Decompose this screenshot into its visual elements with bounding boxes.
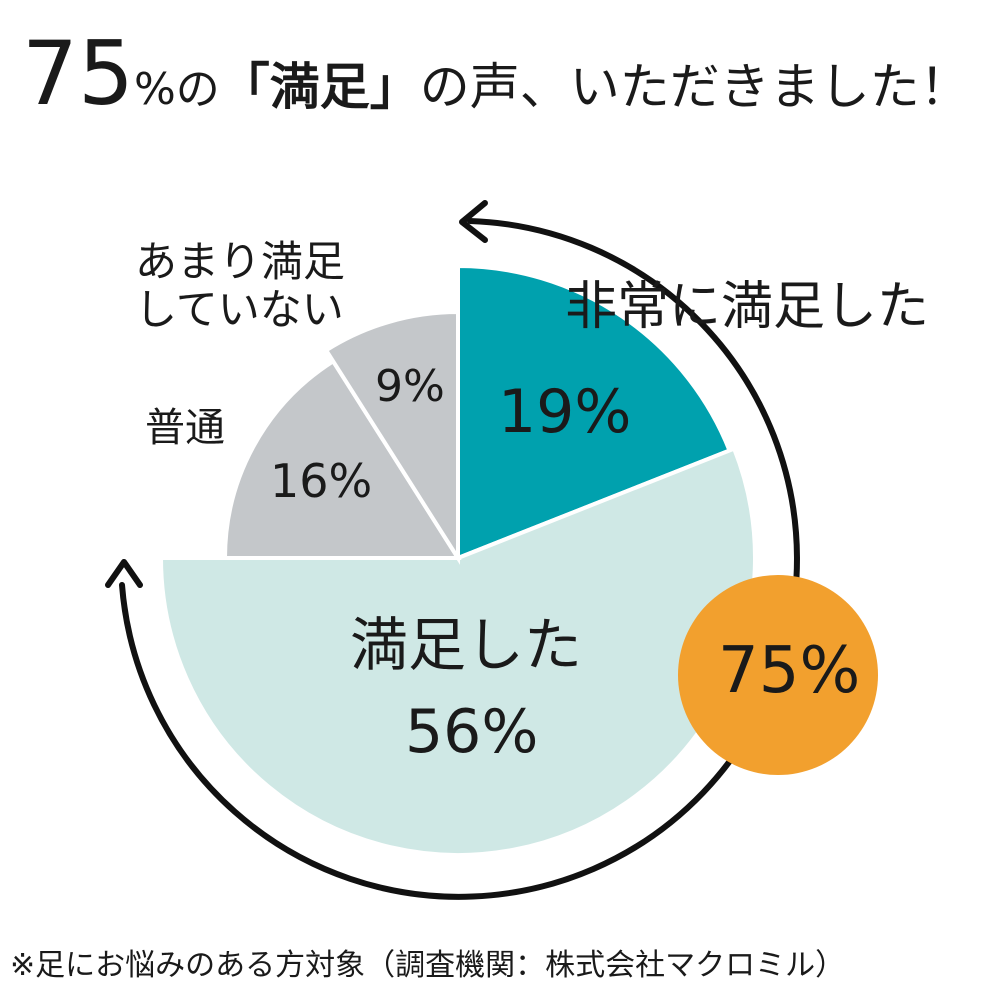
annotation-badge — [678, 575, 878, 775]
arrow-head — [105, 559, 143, 588]
title-part: %の — [133, 64, 220, 115]
pie-slice — [456, 263, 733, 561]
satisfied-arrow — [105, 200, 800, 900]
annotation: 75% — [718, 634, 861, 708]
value-label: 9% — [375, 361, 445, 412]
category-label: 普通 — [145, 405, 225, 451]
arrow-arc — [119, 218, 800, 900]
value-label: 19% — [498, 377, 632, 447]
value-label: 16% — [270, 454, 373, 508]
category-label: あまり満足していない — [135, 237, 346, 335]
pie-slice — [222, 358, 462, 560]
pie-slice — [323, 309, 460, 565]
category-label: 満足した — [350, 611, 583, 679]
footnote: ※足にお悩みのある方対象（調査機関：株式会社マクロミル） — [10, 948, 846, 983]
title-part: 「満足」 — [219, 58, 420, 116]
value-label: 56% — [405, 697, 539, 767]
category-label: 非常に満足した — [565, 277, 930, 337]
title-part: 75 — [22, 22, 134, 125]
arrow-head — [459, 200, 488, 243]
title-part: の声、いただきました！ — [419, 58, 970, 116]
chart-title: 75%の「満足」の声、いただきました！ — [22, 22, 970, 125]
pie — [158, 263, 757, 857]
